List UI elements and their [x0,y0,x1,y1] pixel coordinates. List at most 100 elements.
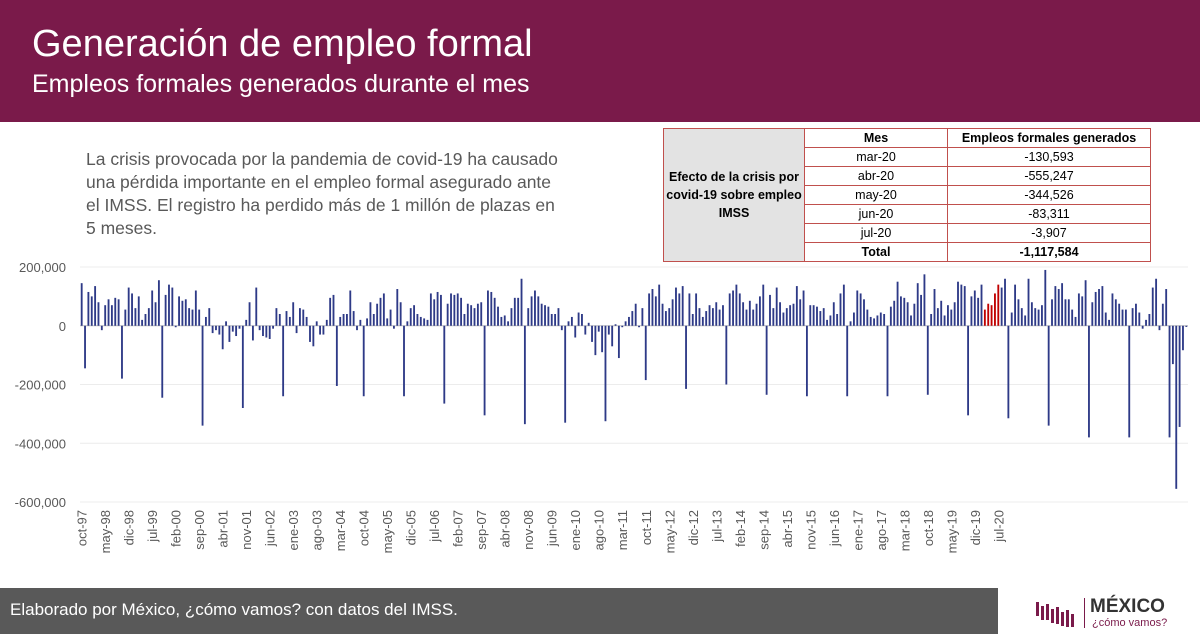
bar [1108,319,1111,326]
x-tick-label: may-98 [98,510,113,553]
bar [745,309,748,326]
bar [792,303,795,326]
table-total-row: Total -1,117,584 [664,242,1151,262]
bar [507,321,510,326]
bar [124,309,127,326]
y-tick-label: 0 [59,319,66,334]
bar [983,309,986,326]
bar [523,325,526,425]
bar [691,314,694,326]
bar [866,309,869,326]
bar [970,296,973,326]
x-tick-label: ene-10 [568,510,583,550]
bar [1020,308,1023,326]
bar [168,284,170,326]
bar [1138,312,1141,326]
bar [157,280,160,326]
x-tick-label: oct-04 [357,510,372,546]
bar [1111,293,1114,326]
bar [174,325,177,328]
x-tick-label: jun-09 [545,510,560,547]
bar [127,287,130,326]
bar [97,302,100,326]
col-header-month: Mes [804,128,948,148]
bar [1151,287,1154,326]
bar [564,325,567,423]
bar [184,299,187,326]
y-tick-label: -200,000 [15,378,66,393]
bar [718,309,721,326]
table-cell-month: may-20 [804,185,948,205]
bar [487,290,489,326]
x-tick-label: sep-00 [192,510,207,550]
x-tick-label: sep-14 [756,510,771,550]
bar [221,325,224,350]
bar [1114,299,1117,326]
bar [1071,309,1074,326]
bar [950,309,953,326]
bar [967,325,970,416]
bar [382,293,385,326]
bar [1010,312,1013,326]
bar [732,290,734,326]
bar [1178,325,1181,427]
bar [1118,303,1121,326]
bar [953,302,956,326]
bar [920,294,922,326]
bar [1047,325,1050,426]
bar [651,289,654,326]
footer-source-text: Elaborado por México, ¿cómo vamos? con d… [10,600,458,619]
bar [849,321,852,326]
bar [319,325,321,335]
bar [215,325,217,331]
bar [1121,309,1124,326]
bar [668,308,671,326]
bar [272,325,274,329]
bar [722,305,724,326]
bar [614,324,617,326]
bar [503,315,506,326]
bar [332,294,335,326]
bar [617,325,620,359]
bar [440,294,442,326]
bar [1131,308,1134,326]
y-tick-label: -400,000 [15,436,66,451]
bar [1024,315,1027,326]
bar [1044,269,1047,326]
bar [151,290,154,326]
bar [842,284,845,326]
bar [772,308,775,326]
bar [268,325,271,339]
x-tick-label: feb-07 [451,510,466,547]
x-tick-label: dic-98 [122,510,137,545]
bar [701,316,704,326]
bar [550,314,553,326]
bar [1168,325,1171,438]
bar [876,315,879,326]
bar [483,325,486,416]
x-tick-label: jul-99 [145,510,160,543]
bar [346,314,348,326]
bar [1081,296,1084,326]
bar [839,293,842,326]
bar [470,305,473,326]
bar [601,325,604,353]
x-tick-label: jun-16 [827,510,842,547]
bar [910,315,912,326]
x-tick-label: dic-19 [968,510,983,545]
bar [490,291,493,326]
description-text: La crisis provocada por la pandemia de c… [86,149,558,238]
x-tick-label: oct-97 [75,510,90,546]
bar [517,297,520,326]
y-tick-label: 200,000 [19,260,66,275]
bar [990,305,993,326]
bar [644,325,647,381]
bar [1074,316,1077,326]
bar [916,283,919,326]
bar [1000,287,1003,326]
bar [738,293,741,326]
bar [362,325,365,397]
employment-bar-chart: 200,000 0 -200,000 -400,000 -600,000 oct-97 ma… [15,260,1188,553]
bar [805,325,808,397]
bar [248,302,251,326]
